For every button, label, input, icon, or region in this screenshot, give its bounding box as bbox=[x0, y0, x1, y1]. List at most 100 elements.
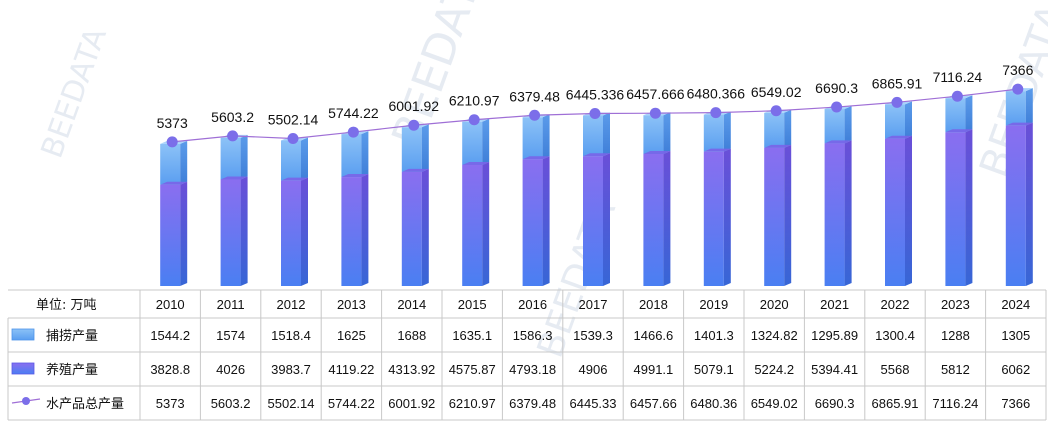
bar-aquaculture-2019 bbox=[703, 151, 724, 286]
bar-aquaculture-side-2023 bbox=[965, 129, 973, 286]
bar-catch-side-2023 bbox=[965, 95, 973, 133]
table-cell-1-2013: 4119.22 bbox=[328, 362, 374, 377]
bar-aquaculture-2017 bbox=[583, 156, 603, 286]
table-cell-2-2011: 5603.2 bbox=[211, 396, 251, 411]
bar-catch-side-2018 bbox=[663, 112, 671, 154]
bar-group-2012 bbox=[281, 137, 308, 286]
unit-label: 单位: 万吨 bbox=[36, 298, 97, 313]
table-header-year-2013: 2013 bbox=[337, 297, 366, 312]
table-cell-2-2021: 6690.3 bbox=[815, 396, 855, 411]
bar-catch-side-2012 bbox=[301, 137, 308, 181]
table-cell-0-2018: 1466.6 bbox=[634, 328, 674, 343]
table-header-year-2021: 2021 bbox=[820, 297, 849, 312]
bar-catch-2024 bbox=[1005, 91, 1026, 126]
bar-aquaculture-side-2020 bbox=[784, 144, 792, 286]
bar-mid-face-2019 bbox=[703, 148, 731, 152]
bar-catch-2020 bbox=[764, 112, 785, 148]
bar-group-2023 bbox=[945, 95, 973, 286]
bar-mid-face-2012 bbox=[281, 177, 308, 181]
total-value-label-2012: 5502.14 bbox=[268, 111, 319, 127]
bar-catch-side-2016 bbox=[542, 114, 550, 160]
bar-group-2013 bbox=[341, 131, 369, 286]
table-cell-1-2016: 4793.18 bbox=[509, 362, 556, 377]
bar-catch-side-2014 bbox=[421, 124, 429, 172]
table-row-label-2: 水产品总产量 bbox=[46, 397, 124, 412]
legend-key-aquaculture bbox=[11, 362, 35, 375]
table-cell-1-2018: 4991.1 bbox=[634, 362, 674, 377]
bar-layer bbox=[160, 88, 1033, 287]
table-row-label-0: 捕捞产量 bbox=[46, 328, 98, 344]
bar-catch-2010 bbox=[160, 143, 181, 185]
total-marker-2022 bbox=[891, 96, 903, 108]
table-header-year-2014: 2014 bbox=[397, 297, 426, 312]
bar-catch-2015 bbox=[462, 121, 483, 165]
bar-catch-side-2017 bbox=[603, 112, 610, 157]
table-cell-1-2023: 5812 bbox=[941, 362, 970, 377]
total-marker-2020 bbox=[770, 105, 782, 117]
bar-catch-2016 bbox=[522, 117, 543, 160]
total-value-label-2010: 5373 bbox=[157, 115, 188, 131]
table-cell-2-2010: 5373 bbox=[156, 396, 185, 411]
table-header-year-2010: 2010 bbox=[156, 297, 185, 312]
bar-aquaculture-2016 bbox=[522, 159, 543, 286]
table-cell-2-2015: 6210.97 bbox=[449, 396, 496, 411]
table-cell-2-2014: 6001.92 bbox=[388, 396, 435, 411]
table-cell-0-2011: 1574 bbox=[216, 328, 245, 343]
bar-aquaculture-2020 bbox=[764, 147, 785, 286]
total-value-label-2022: 6865.91 bbox=[872, 75, 923, 91]
table-header-year-2011: 2011 bbox=[217, 297, 245, 312]
table-cell-0-2017: 1539.3 bbox=[573, 328, 613, 343]
bar-catch-side-2010 bbox=[180, 140, 188, 185]
bar-group-2011 bbox=[220, 134, 248, 286]
table-cell-0-2012: 1518.4 bbox=[271, 328, 311, 343]
table-header-year-2016: 2016 bbox=[518, 297, 547, 312]
bar-catch-side-2024 bbox=[1025, 88, 1033, 126]
table-header-year-2024: 2024 bbox=[1001, 297, 1030, 312]
table-cell-2-2022: 6865.91 bbox=[872, 396, 919, 411]
table-cell-1-2015: 4575.87 bbox=[449, 362, 496, 377]
bar-catch-2014 bbox=[401, 127, 422, 172]
table-cell-2-2019: 6480.36 bbox=[690, 396, 737, 411]
total-value-label-2021: 6690.3 bbox=[815, 80, 858, 96]
top-label-layer: 5373 5603.2 5502.14 5744.22 6001.92 6210.97 63… bbox=[157, 62, 1034, 131]
bar-aquaculture-2021 bbox=[824, 143, 845, 286]
total-marker-2013 bbox=[347, 126, 359, 138]
bar-catch-2023 bbox=[945, 98, 966, 133]
table-cell-2-2017: 6445.33 bbox=[570, 396, 617, 411]
table-cell-2-2012: 5502.14 bbox=[268, 396, 315, 411]
table-cell-0-2014: 1688 bbox=[397, 328, 426, 343]
bar-aquaculture-2010 bbox=[160, 184, 181, 286]
total-marker-2024 bbox=[1012, 83, 1024, 95]
bar-mid-face-2013 bbox=[341, 174, 369, 178]
bar-catch-2021 bbox=[824, 109, 845, 144]
data-table: 单位: 万吨 2010 2011 2012 2013 2014 2015 2016 2017 2… bbox=[7, 289, 1047, 421]
bar-aquaculture-side-2017 bbox=[603, 153, 610, 286]
total-value-label-2013: 5744.22 bbox=[328, 105, 379, 121]
table-cell-0-2016: 1586.3 bbox=[513, 328, 553, 343]
table-row-label-1: 养殖产量 bbox=[46, 362, 98, 378]
bar-group-2019 bbox=[703, 111, 731, 286]
bar-aquaculture-side-2012 bbox=[301, 177, 308, 286]
total-marker-2014 bbox=[408, 119, 420, 131]
bar-group-2024 bbox=[1005, 88, 1033, 287]
table-header-year-2015: 2015 bbox=[458, 297, 487, 312]
legend-key-catch bbox=[11, 328, 35, 341]
table-header-year-2017: 2017 bbox=[579, 297, 608, 312]
bar-aquaculture-side-2015 bbox=[482, 161, 490, 286]
bar-aquaculture-side-2022 bbox=[905, 135, 912, 286]
table-cell-2-2024: 7366 bbox=[1001, 396, 1030, 411]
bar-group-2017 bbox=[583, 112, 610, 286]
bar-group-2014 bbox=[401, 124, 429, 286]
total-value-label-2023: 7116.24 bbox=[933, 69, 983, 85]
bar-catch-side-2022 bbox=[905, 101, 912, 139]
table-cell-0-2021: 1295.89 bbox=[811, 328, 858, 343]
bar-catch-2013 bbox=[341, 134, 362, 178]
table-cell-2-2020: 6549.02 bbox=[751, 396, 798, 411]
bar-catch-side-2019 bbox=[723, 111, 731, 152]
total-marker-2011 bbox=[227, 130, 239, 142]
total-value-label-2016: 6379.48 bbox=[509, 88, 560, 104]
total-value-label-2020: 6549.02 bbox=[751, 84, 802, 100]
total-marker-2019 bbox=[710, 107, 722, 119]
bar-group-2020 bbox=[764, 109, 792, 286]
table-cell-1-2020: 5224.2 bbox=[754, 362, 794, 377]
